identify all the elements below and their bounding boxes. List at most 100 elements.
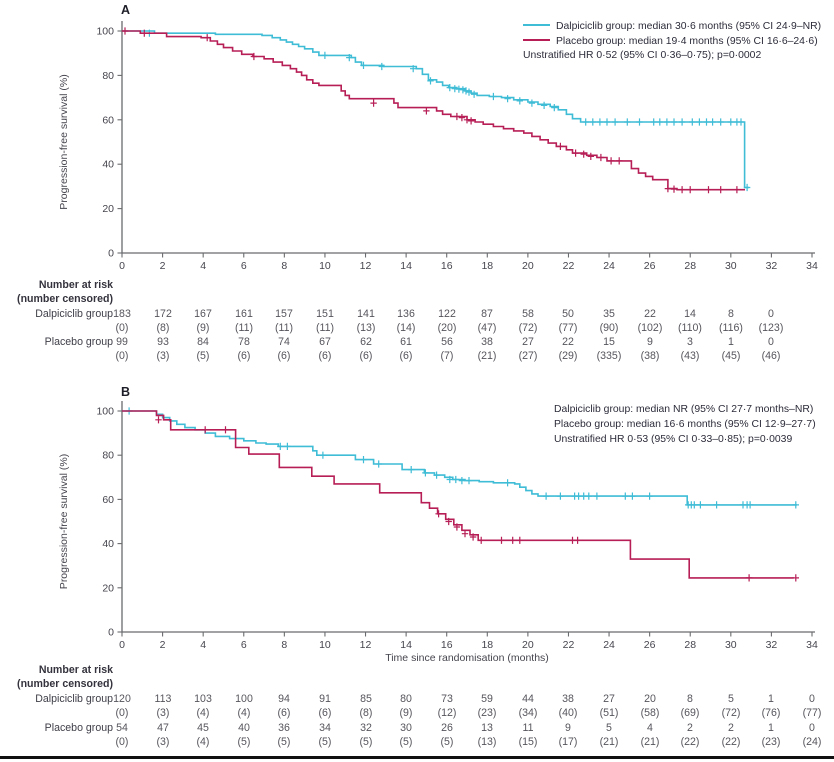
risk-at-risk-cell: 8 bbox=[687, 693, 693, 705]
censor-marks-placebo-group bbox=[121, 27, 741, 194]
risk-row-label-dalpiciclib-group: Dalpiciclib group bbox=[35, 693, 113, 705]
risk-at-risk-cell: 34 bbox=[319, 722, 331, 734]
km-curve-dalpiciclib-group bbox=[122, 30, 750, 189]
x-tick-label: 32 bbox=[766, 639, 778, 651]
hazard-ratio-annotation: Unstratified HR 0·53 (95% CI 0·33–0·85);… bbox=[554, 434, 793, 446]
risk-at-risk-cell: 141 bbox=[357, 308, 375, 320]
risk-at-risk-cell: 40 bbox=[238, 722, 250, 734]
risk-at-risk-cell: 9 bbox=[565, 722, 571, 734]
risk-at-risk-cell: 151 bbox=[316, 308, 334, 320]
risk-at-risk-cell: 54 bbox=[116, 722, 128, 734]
y-tick-label: 40 bbox=[102, 538, 114, 550]
panel-B: 0 2 4 6 8 10 12 14 16 18 20 22 24 26 28 30 32 34020406080… bbox=[58, 401, 818, 664]
risk-at-risk-cell: 13 bbox=[481, 722, 493, 734]
y-tick-label: 80 bbox=[102, 450, 114, 462]
y-tick-label: 0 bbox=[108, 627, 114, 639]
risk-censored-cell: (0) bbox=[115, 322, 129, 334]
risk-at-risk-cell: 50 bbox=[562, 308, 574, 320]
risk-censored-cell: (0) bbox=[115, 707, 129, 719]
risk-table-header-line1: Number at risk bbox=[38, 279, 113, 291]
risk-censored-cell: (6) bbox=[277, 350, 291, 362]
risk-at-risk-cell: 93 bbox=[157, 336, 169, 348]
x-tick-label: 12 bbox=[360, 639, 372, 651]
y-axis-label: Progression-free survival (%) bbox=[58, 74, 70, 209]
risk-at-risk-cell: 35 bbox=[603, 308, 615, 320]
risk-censored-cell: (123) bbox=[758, 322, 784, 334]
risk-censored-cell: (5) bbox=[277, 736, 291, 748]
x-tick-label: 26 bbox=[644, 639, 656, 651]
hazard-ratio-annotation: Unstratified HR 0·52 (95% CI 0·36–0·75);… bbox=[523, 50, 762, 62]
risk-at-risk-cell: 0 bbox=[768, 336, 774, 348]
risk-at-risk-cell: 67 bbox=[319, 336, 331, 348]
risk-at-risk-cell: 78 bbox=[238, 336, 250, 348]
x-tick-label: 12 bbox=[360, 260, 372, 272]
x-tick-label: 10 bbox=[319, 260, 331, 272]
risk-at-risk-cell: 87 bbox=[481, 308, 493, 320]
risk-at-risk-cell: 100 bbox=[235, 693, 253, 705]
risk-censored-cell: (6) bbox=[399, 350, 413, 362]
risk-at-risk-cell: 73 bbox=[441, 693, 453, 705]
risk-censored-cell: (11) bbox=[274, 322, 294, 334]
risk-censored-cell: (9) bbox=[196, 322, 210, 334]
x-tick-label: 2 bbox=[160, 639, 166, 651]
risk-censored-cell: (3) bbox=[156, 707, 170, 719]
risk-at-risk-cell: 157 bbox=[275, 308, 293, 320]
y-tick-label: 60 bbox=[102, 494, 114, 506]
risk-censored-cell: (29) bbox=[558, 350, 578, 362]
risk-censored-cell: (77) bbox=[802, 707, 822, 719]
risk-censored-cell: (8) bbox=[156, 322, 170, 334]
risk-at-risk-cell: 27 bbox=[522, 336, 534, 348]
x-tick-label: 18 bbox=[481, 639, 493, 651]
risk-at-risk-cell: 30 bbox=[400, 722, 412, 734]
legend-entry-text: Placebo group: median 19·4 months (95% C… bbox=[556, 35, 818, 47]
risk-censored-cell: (90) bbox=[599, 322, 619, 334]
risk-censored-cell: (24) bbox=[802, 736, 822, 748]
risk-censored-cell: (5) bbox=[440, 736, 454, 748]
risk-at-risk-cell: 36 bbox=[278, 722, 290, 734]
x-tick-label: 18 bbox=[481, 260, 493, 272]
panel-b-legend: Dalpiciclib group: median NR (95% CI 27·… bbox=[554, 402, 816, 448]
risk-at-risk-cell: 0 bbox=[768, 308, 774, 320]
panel-b-letter: B bbox=[121, 385, 131, 399]
y-tick-label: 0 bbox=[108, 248, 114, 260]
risk-censored-cell: (11) bbox=[234, 322, 254, 334]
risk-censored-cell: (4) bbox=[237, 707, 251, 719]
risk-at-risk-cell: 38 bbox=[562, 693, 574, 705]
legend-entry-text: Dalpiciclib group: median NR (95% CI 27·… bbox=[554, 404, 814, 415]
risk-at-risk-cell: 58 bbox=[522, 308, 534, 320]
risk-censored-cell: (3) bbox=[156, 350, 170, 362]
risk-table-header-line2: (number censored) bbox=[17, 678, 113, 690]
x-tick-label: 24 bbox=[603, 260, 615, 272]
panel-A: 0 2 4 6 8 10 12 14 16 18 20 22 24 26 28 30 32 34020406080… bbox=[58, 21, 818, 272]
risk-censored-cell: (34) bbox=[518, 707, 538, 719]
risk-at-risk-cell: 113 bbox=[154, 693, 172, 705]
risk-censored-cell: (5) bbox=[399, 736, 413, 748]
risk-censored-cell: (13) bbox=[477, 736, 497, 748]
y-tick-label: 20 bbox=[102, 203, 114, 215]
risk-censored-cell: (58) bbox=[640, 707, 660, 719]
risk-censored-cell: (47) bbox=[477, 322, 497, 334]
x-tick-label: 22 bbox=[563, 260, 575, 272]
risk-at-risk-cell: 62 bbox=[360, 336, 372, 348]
risk-censored-cell: (21) bbox=[640, 736, 660, 748]
x-tick-label: 4 bbox=[200, 639, 206, 651]
risk-at-risk-cell: 44 bbox=[522, 693, 534, 705]
risk-censored-cell: (12) bbox=[437, 707, 457, 719]
risk-censored-cell: (43) bbox=[680, 350, 700, 362]
risk-at-risk-cell: 85 bbox=[360, 693, 372, 705]
risk-at-risk-cell: 47 bbox=[157, 722, 169, 734]
risk-at-risk-cell: 59 bbox=[481, 693, 493, 705]
risk-at-risk-cell: 183 bbox=[113, 308, 131, 320]
risk-table-header-line1: Number at risk bbox=[38, 664, 113, 676]
risk-at-risk-cell: 3 bbox=[687, 336, 693, 348]
risk-censored-cell: (6) bbox=[359, 350, 373, 362]
risk-at-risk-cell: 4 bbox=[647, 722, 653, 734]
y-axis-label: Progression-free survival (%) bbox=[58, 454, 70, 589]
risk-at-risk-cell: 8 bbox=[728, 308, 734, 320]
risk-at-risk-cell: 120 bbox=[113, 693, 131, 705]
risk-at-risk-cell: 5 bbox=[728, 693, 734, 705]
x-tick-label: 8 bbox=[281, 260, 287, 272]
x-tick-label: 0 bbox=[119, 260, 125, 272]
risk-censored-cell: (3) bbox=[156, 736, 170, 748]
